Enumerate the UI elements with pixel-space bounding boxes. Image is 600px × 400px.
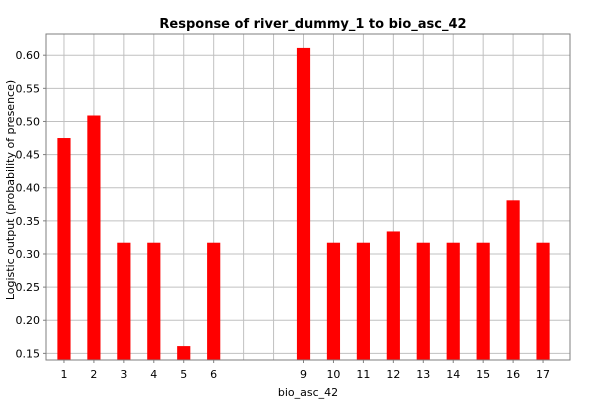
bar [506, 200, 520, 360]
bar [57, 138, 71, 360]
bar [536, 242, 550, 360]
x-tick-label: 15 [476, 368, 490, 381]
x-tick-label: 4 [150, 368, 157, 381]
y-tick-label: 0.50 [16, 115, 41, 128]
x-tick-label: 5 [180, 368, 187, 381]
y-tick-labels: 0.15 0.20 0.25 0.30 0.35 0.40 0.45 0.50 0.55 0.60 [16, 49, 46, 360]
y-tick-label: 0.55 [16, 82, 41, 95]
y-axis-label: Logistic output (probability of presence… [4, 80, 17, 300]
x-tick-label: 14 [446, 368, 460, 381]
bar [296, 47, 311, 360]
bars [57, 47, 550, 360]
x-tick-label: 9 [300, 368, 307, 381]
y-tick-label: 0.25 [16, 281, 41, 294]
y-tick-label: 0.40 [16, 182, 41, 195]
x-tick-label: 3 [120, 368, 127, 381]
x-tick-label: 2 [90, 368, 97, 381]
x-axis-label: bio_asc_42 [278, 386, 338, 399]
bar [446, 242, 460, 360]
plot-frame [45, 33, 571, 361]
x-tick-label: 6 [210, 368, 217, 381]
bar [207, 242, 221, 360]
y-tick-label: 0.30 [16, 248, 41, 261]
bar [476, 242, 490, 360]
y-tick-label: 0.60 [16, 49, 41, 62]
bar [386, 231, 400, 360]
bar [177, 346, 191, 360]
y-tick-label: 0.35 [16, 215, 41, 228]
x-tick-label: 10 [326, 368, 340, 381]
x-tick-label: 13 [416, 368, 430, 381]
x-tick-label: 16 [506, 368, 520, 381]
x-tick-label: 1 [60, 368, 67, 381]
chart-title: Response of river_dummy_1 to bio_asc_42 [159, 17, 466, 32]
x-tick-label: 11 [356, 368, 370, 381]
bar [147, 242, 161, 360]
bar [416, 242, 430, 360]
y-tick-label: 0.15 [16, 347, 41, 360]
x-tick-label: 12 [386, 368, 400, 381]
y-tick-label: 0.45 [16, 149, 41, 162]
bar [356, 242, 370, 360]
x-tick-labels: 1 2 3 4 5 6 9 10 11 12 13 14 15 16 17 [60, 360, 550, 381]
bar [87, 115, 101, 360]
y-tick-label: 0.20 [16, 314, 41, 327]
x-tick-label: 17 [536, 368, 550, 381]
bar [117, 242, 131, 360]
bar [326, 242, 341, 360]
